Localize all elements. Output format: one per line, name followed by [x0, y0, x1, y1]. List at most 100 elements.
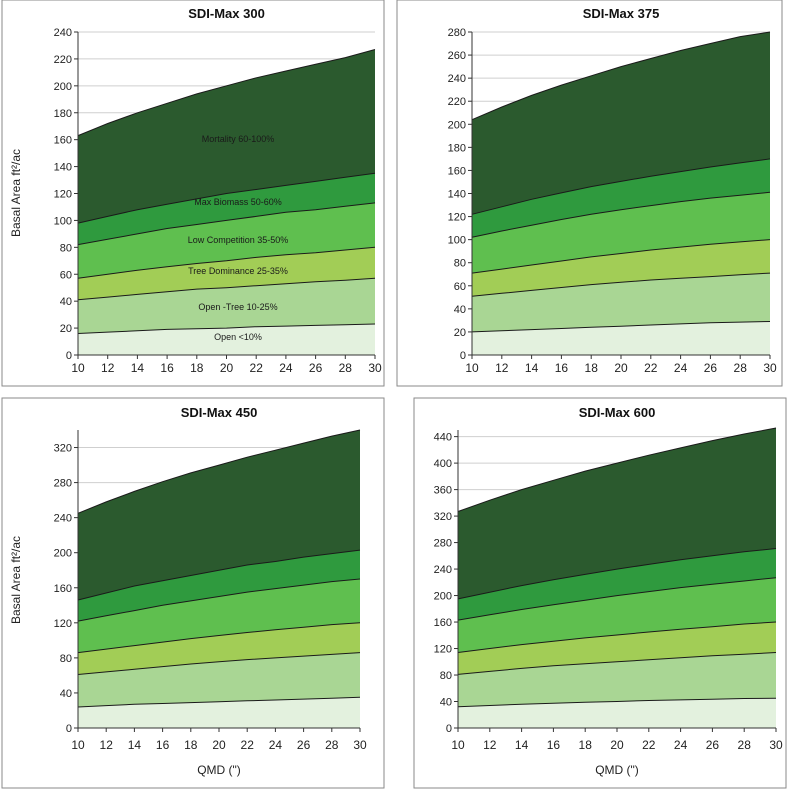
- y-tick-label: 260: [448, 50, 466, 62]
- y-tick-label: 320: [54, 443, 72, 455]
- band-label: Max Biomass 50-60%: [194, 197, 282, 207]
- band-boundary-3: [77, 202, 376, 246]
- x-tick-label: 18: [184, 738, 198, 752]
- x-tick-label: 24: [279, 361, 293, 375]
- x-tick-label: 24: [269, 738, 283, 752]
- y-tick-label: 100: [54, 215, 72, 227]
- x-tick-label: 10: [451, 738, 465, 752]
- y-tick-label: 40: [60, 296, 72, 308]
- band-boundary-4: [471, 158, 771, 215]
- y-tick-label: 100: [448, 235, 466, 247]
- y-axis-label: Basal Area ft²/ac: [9, 149, 23, 237]
- y-tick-label: 40: [454, 304, 466, 316]
- band-boundary-3: [471, 191, 771, 238]
- y-tick-label: 120: [448, 212, 466, 224]
- band-boundary-4: [77, 549, 361, 601]
- chart-frame: [396, 0, 783, 387]
- x-tick-label: 14: [515, 738, 529, 752]
- y-tick-label: 140: [448, 189, 466, 201]
- x-tick-label: 30: [769, 738, 783, 752]
- y-tick-label: 400: [434, 458, 452, 470]
- x-tick-label: 30: [353, 738, 367, 752]
- band-boundary-5: [77, 49, 376, 137]
- x-tick-label: 12: [100, 738, 114, 752]
- band-boundary-3: [457, 577, 777, 621]
- band-boundary-5: [77, 429, 361, 514]
- x-tick-label: 26: [706, 738, 720, 752]
- y-tick-label: 120: [434, 644, 452, 656]
- y-tick-label: 360: [434, 485, 452, 497]
- x-axis-label: QMD ("): [197, 763, 241, 777]
- band-label: Open -Tree 10-25%: [198, 302, 277, 312]
- band-label: Tree Dominance 25-35%: [188, 266, 288, 276]
- band-boundary-1: [457, 652, 777, 675]
- x-tick-label: 20: [610, 738, 624, 752]
- y-tick-label: 200: [54, 81, 72, 93]
- x-tick-label: 28: [325, 738, 339, 752]
- x-tick-label: 22: [642, 738, 656, 752]
- y-tick-label: 140: [54, 162, 72, 174]
- y-tick-label: 280: [434, 538, 452, 550]
- y-tick-label: 220: [448, 96, 466, 108]
- y-tick-label: 0: [460, 350, 466, 362]
- chart-frame: [1, 397, 385, 789]
- x-tick-label: 26: [309, 361, 323, 375]
- y-tick-label: 120: [54, 189, 72, 201]
- x-tick-label: 28: [738, 738, 752, 752]
- band-boundary-2: [77, 622, 361, 654]
- y-tick-label: 20: [60, 323, 72, 335]
- band-boundary-1: [77, 652, 361, 675]
- x-tick-label: 26: [704, 361, 718, 375]
- x-tick-label: 30: [368, 361, 382, 375]
- x-tick-label: 10: [71, 361, 85, 375]
- chart-title: SDI-Max 300: [188, 6, 265, 21]
- band-boundary-3: [77, 578, 361, 622]
- y-tick-label: 60: [60, 269, 72, 281]
- y-tick-label: 180: [448, 142, 466, 154]
- y-tick-label: 220: [54, 54, 72, 66]
- y-tick-label: 40: [440, 697, 452, 709]
- y-tick-label: 200: [54, 548, 72, 560]
- y-tick-label: 40: [60, 688, 72, 700]
- band-boundary-4: [457, 548, 777, 600]
- chart-0: 0 20 40 60 80 100 120 140 160 180 200 220 240 10 12 14 1…: [1, 0, 385, 387]
- y-tick-label: 240: [54, 513, 72, 525]
- band-boundary-2: [457, 621, 777, 653]
- chart-2: 0 40 80 120 160 200 240 280 320 10 12 14 16 18 20 22 24 2…: [1, 397, 385, 789]
- y-tick-label: 320: [434, 511, 452, 523]
- y-tick-label: 280: [448, 27, 466, 39]
- y-tick-label: 160: [54, 583, 72, 595]
- y-tick-label: 0: [66, 723, 72, 735]
- chart-title: SDI-Max 600: [579, 405, 656, 420]
- x-tick-label: 30: [763, 361, 777, 375]
- y-tick-label: 180: [54, 108, 72, 120]
- band-boundary-0: [457, 697, 777, 708]
- x-tick-label: 20: [212, 738, 226, 752]
- y-axis-label: Basal Area ft²/ac: [9, 536, 23, 624]
- band-boundary-0: [77, 696, 361, 708]
- x-tick-label: 28: [339, 361, 353, 375]
- y-tick-label: 120: [54, 618, 72, 630]
- x-tick-label: 18: [585, 361, 599, 375]
- x-tick-label: 14: [131, 361, 145, 375]
- band-boundary-4: [77, 172, 376, 224]
- band-boundary-1: [471, 272, 771, 297]
- x-tick-label: 12: [483, 738, 497, 752]
- chart-title: SDI-Max 450: [181, 405, 258, 420]
- y-tick-label: 240: [448, 73, 466, 85]
- y-tick-label: 280: [54, 478, 72, 490]
- y-tick-label: 80: [454, 258, 466, 270]
- x-tick-label: 24: [674, 361, 688, 375]
- x-tick-label: 16: [160, 361, 174, 375]
- y-tick-label: 200: [434, 591, 452, 603]
- y-tick-label: 60: [454, 281, 466, 293]
- chart-1: 0 20 40 60 80 100 120 140 160 180 200 220 240 260 280 1…: [396, 0, 783, 387]
- y-tick-label: 160: [448, 165, 466, 177]
- band-label: Open <10%: [214, 332, 262, 342]
- band-area-0: [78, 324, 375, 355]
- x-tick-label: 16: [547, 738, 561, 752]
- band-boundary-1: [77, 277, 376, 301]
- band-area-0: [78, 697, 360, 728]
- x-tick-label: 14: [128, 738, 142, 752]
